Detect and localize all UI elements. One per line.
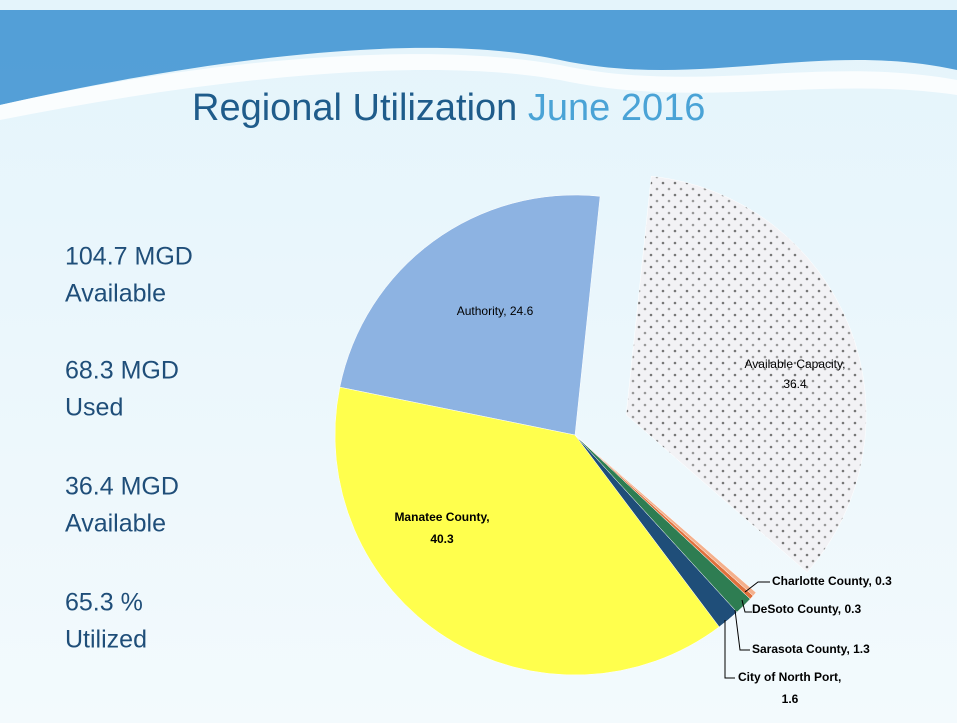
data-label: Charlotte County, 0.3 [772, 574, 892, 588]
stat-text: 68.3 MGD [65, 357, 179, 385]
stat-text: Available [65, 510, 166, 538]
title-date: June 2016 [528, 87, 706, 129]
data-label: DeSoto County, 0.3 [752, 602, 861, 616]
data-label: City of North Port, [738, 670, 841, 684]
stat-text: 65.3 % [65, 589, 143, 617]
stat-text: Utilized [65, 626, 147, 654]
data-label: Authority, 24.6 [457, 304, 534, 318]
data-label: 1.6 [782, 692, 799, 706]
data-label: Available Capacity, [745, 357, 846, 371]
slide: Regional Utilization June 2016 104.7 MGD… [0, 0, 957, 723]
data-label: 40.3 [430, 532, 454, 546]
data-label: Sarasota County, 1.3 [752, 642, 870, 656]
data-label: 36.4 [783, 377, 807, 391]
data-label: Manatee County, [394, 510, 489, 524]
stat-text: Available [65, 280, 166, 308]
stat-text: 104.7 MGD [65, 243, 193, 271]
title-main: Regional Utilization [192, 87, 517, 129]
stat-text: Used [65, 394, 123, 422]
title: Regional Utilization June 2016 [192, 87, 705, 129]
stat-text: 36.4 MGD [65, 473, 179, 501]
